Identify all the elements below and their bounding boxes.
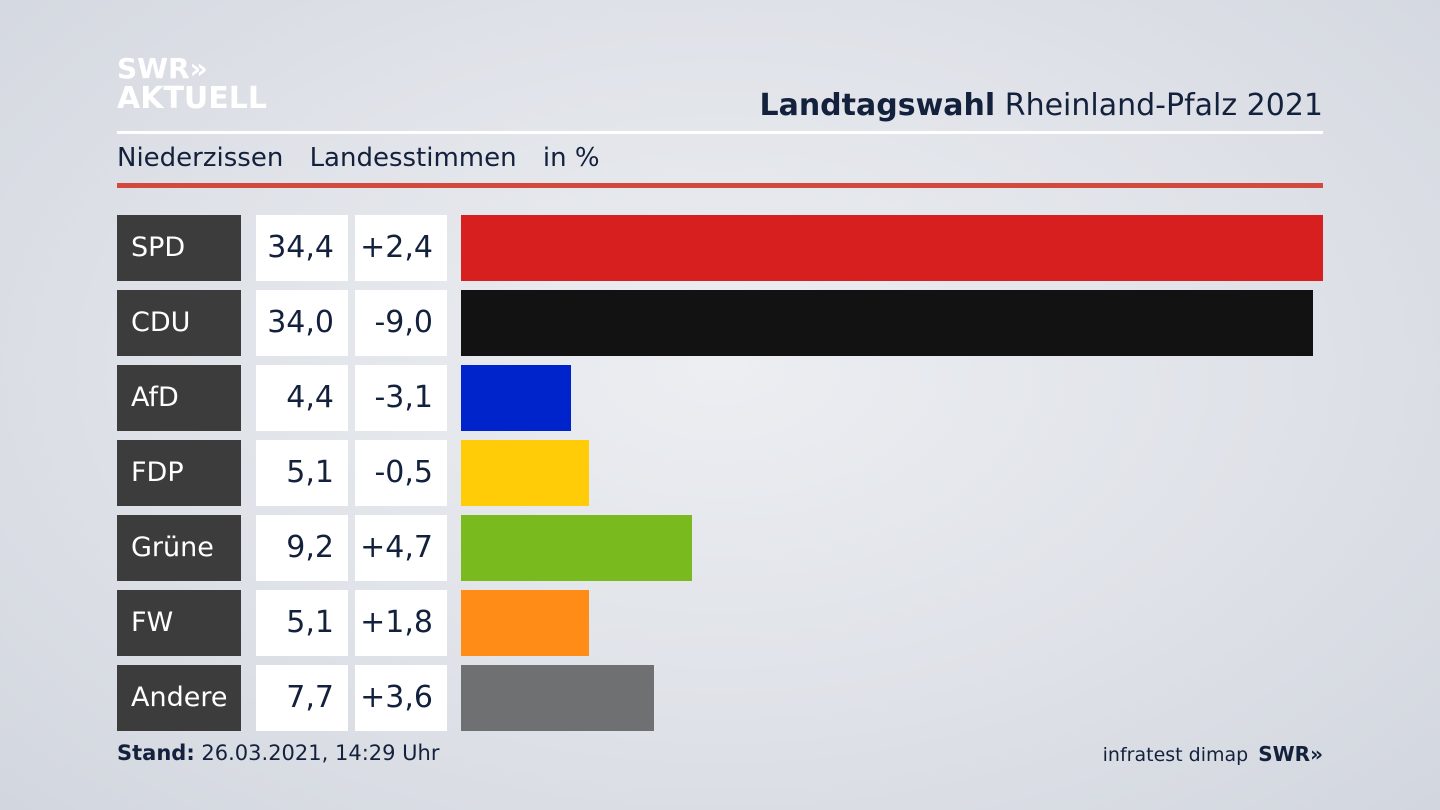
chart-row: AfD 4,4 -3,1 [117, 365, 1323, 431]
swr-aktuell-logo: SWR» AKTUELL [117, 54, 267, 114]
source-label: infratest dimap [1102, 744, 1249, 766]
page-title: Landtagswahl Rheinland-Pfalz 2021 [759, 88, 1323, 123]
party-label: Grüne [117, 515, 241, 581]
change-label: +1,8 [355, 590, 447, 656]
value-label: 34,4 [256, 215, 348, 281]
bar [461, 290, 1313, 356]
subtitle-type: Landesstimmen [309, 143, 517, 173]
footer-source: infratest dimap SWR» [1103, 742, 1323, 766]
party-label: AfD [117, 365, 241, 431]
bar [461, 215, 1323, 281]
subtitle-unit: in % [542, 143, 600, 173]
change-label: -3,1 [355, 365, 447, 431]
subtitle: Niederzissen Landesstimmen in % [117, 143, 618, 173]
change-label: -0,5 [355, 440, 447, 506]
chart-row: Grüne 9,2 +4,7 [117, 515, 1323, 581]
party-label: SPD [117, 215, 241, 281]
value-label: 5,1 [256, 440, 348, 506]
bar [461, 440, 589, 506]
chart-row: SPD 34,4 +2,4 [117, 215, 1323, 281]
logo-line-2: AKTUELL [117, 81, 268, 116]
accent-divider [117, 183, 1323, 188]
header-divider [117, 131, 1323, 134]
bar [461, 665, 654, 731]
value-label: 4,4 [256, 365, 348, 431]
title-rest: Rheinland-Pfalz 2021 [995, 88, 1323, 123]
subtitle-place: Niederzissen [117, 143, 284, 173]
change-label: +2,4 [355, 215, 447, 281]
party-label: Andere [117, 665, 241, 731]
party-label: CDU [117, 290, 241, 356]
party-label: FDP [117, 440, 241, 506]
stand-label: Stand: [117, 741, 195, 765]
chart-row: FDP 5,1 -0,5 [117, 440, 1323, 506]
bar [461, 590, 589, 656]
value-label: 5,1 [256, 590, 348, 656]
chart-row: FW 5,1 +1,8 [117, 590, 1323, 656]
chart-row: CDU 34,0 -9,0 [117, 290, 1323, 356]
value-label: 9,2 [256, 515, 348, 581]
change-label: +3,6 [355, 665, 447, 731]
logo-line-1: SWR» [117, 52, 208, 85]
swr-brand: SWR» [1258, 742, 1323, 766]
stand-value: 26.03.2021, 14:29 Uhr [194, 741, 440, 765]
title-bold: Landtagswahl [759, 88, 996, 123]
change-label: +4,7 [355, 515, 447, 581]
footer-stand: Stand: 26.03.2021, 14:29 Uhr [117, 741, 440, 765]
change-label: -9,0 [355, 290, 447, 356]
bar [461, 365, 571, 431]
bar [461, 515, 692, 581]
value-label: 7,7 [256, 665, 348, 731]
party-label: FW [117, 590, 241, 656]
chart-row: Andere 7,7 +3,6 [117, 665, 1323, 731]
value-label: 34,0 [256, 290, 348, 356]
